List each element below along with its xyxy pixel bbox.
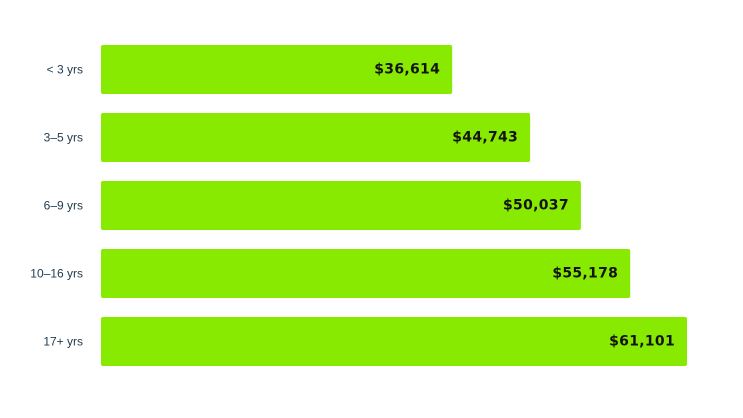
bar: [101, 45, 453, 94]
data-label: $55,178: [552, 266, 618, 282]
bar: [101, 181, 581, 230]
data-label: $61,101: [609, 334, 675, 350]
category-label: 6–9 yrs: [44, 199, 83, 213]
data-label: $36,614: [374, 62, 440, 78]
data-label: $50,037: [503, 198, 569, 214]
category-label: 10–16 yrs: [30, 267, 83, 281]
category-labels-group: < 3 yrs 3–5 yrs 6–9 yrs 10–16 yrs 17+ yrs: [30, 63, 83, 349]
bars-group: [101, 45, 687, 366]
category-label: 17+ yrs: [43, 335, 83, 349]
data-labels-group: $36,614 $44,743 $50,037 $55,178 $61,101: [374, 62, 675, 350]
data-label: $44,743: [452, 130, 518, 146]
bar: [101, 249, 631, 298]
category-label: < 3 yrs: [47, 63, 83, 77]
bar: [101, 113, 531, 162]
category-label: 3–5 yrs: [44, 131, 83, 145]
bar: [101, 317, 687, 366]
